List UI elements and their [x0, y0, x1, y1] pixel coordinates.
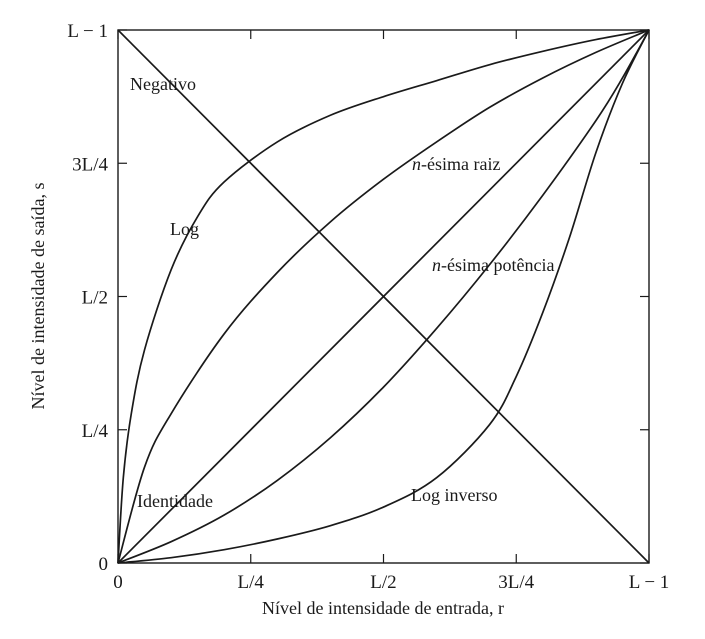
curve-label-log: Log — [170, 219, 199, 239]
curve-identidade — [117, 29, 650, 564]
y-tick-label: 0 — [99, 554, 109, 575]
curve-label-log-inverso: Log inverso — [411, 485, 497, 505]
curve-label-identidade: Identidade — [137, 491, 213, 511]
y-axis-title: Nível de intensidade de saída, s — [28, 183, 48, 410]
curve-n-sima-pot-ncia — [117, 29, 650, 564]
x-tick-label: L/4 — [238, 572, 265, 593]
x-axis-title: Nível de intensidade de entrada, r — [262, 598, 504, 618]
y-tick-label: L/4 — [82, 421, 109, 442]
x-tick-label: L/2 — [370, 572, 396, 593]
curves — [117, 29, 650, 564]
x-tick-label: 3L/4 — [498, 572, 534, 593]
curve-label-n-sima-pot-ncia: n-ésima potência — [432, 255, 554, 275]
y-tick-label: 3L/4 — [72, 154, 108, 175]
x-tick-label: L − 1 — [629, 572, 670, 593]
curve-log — [117, 29, 650, 564]
x-tick-label: 0 — [113, 572, 123, 593]
y-tick-label: L − 1 — [67, 21, 108, 42]
tick-labels: 0 L/4 L/2 3L/4 L − 1 0 L/4 L/2 3L/4 L − 1 — [67, 21, 669, 593]
curve-labels: Negativo Log n-ésima raiz n-ésima potência I… — [130, 74, 554, 511]
curve-n-sima-raiz — [117, 29, 650, 564]
y-tick-label: L/2 — [82, 288, 108, 309]
tick-marks — [117, 29, 650, 564]
curve-label-negativo: Negativo — [130, 74, 196, 94]
curve-log-inverso — [117, 29, 650, 564]
curve-label-n-sima-raiz: n-ésima raiz — [412, 154, 500, 174]
